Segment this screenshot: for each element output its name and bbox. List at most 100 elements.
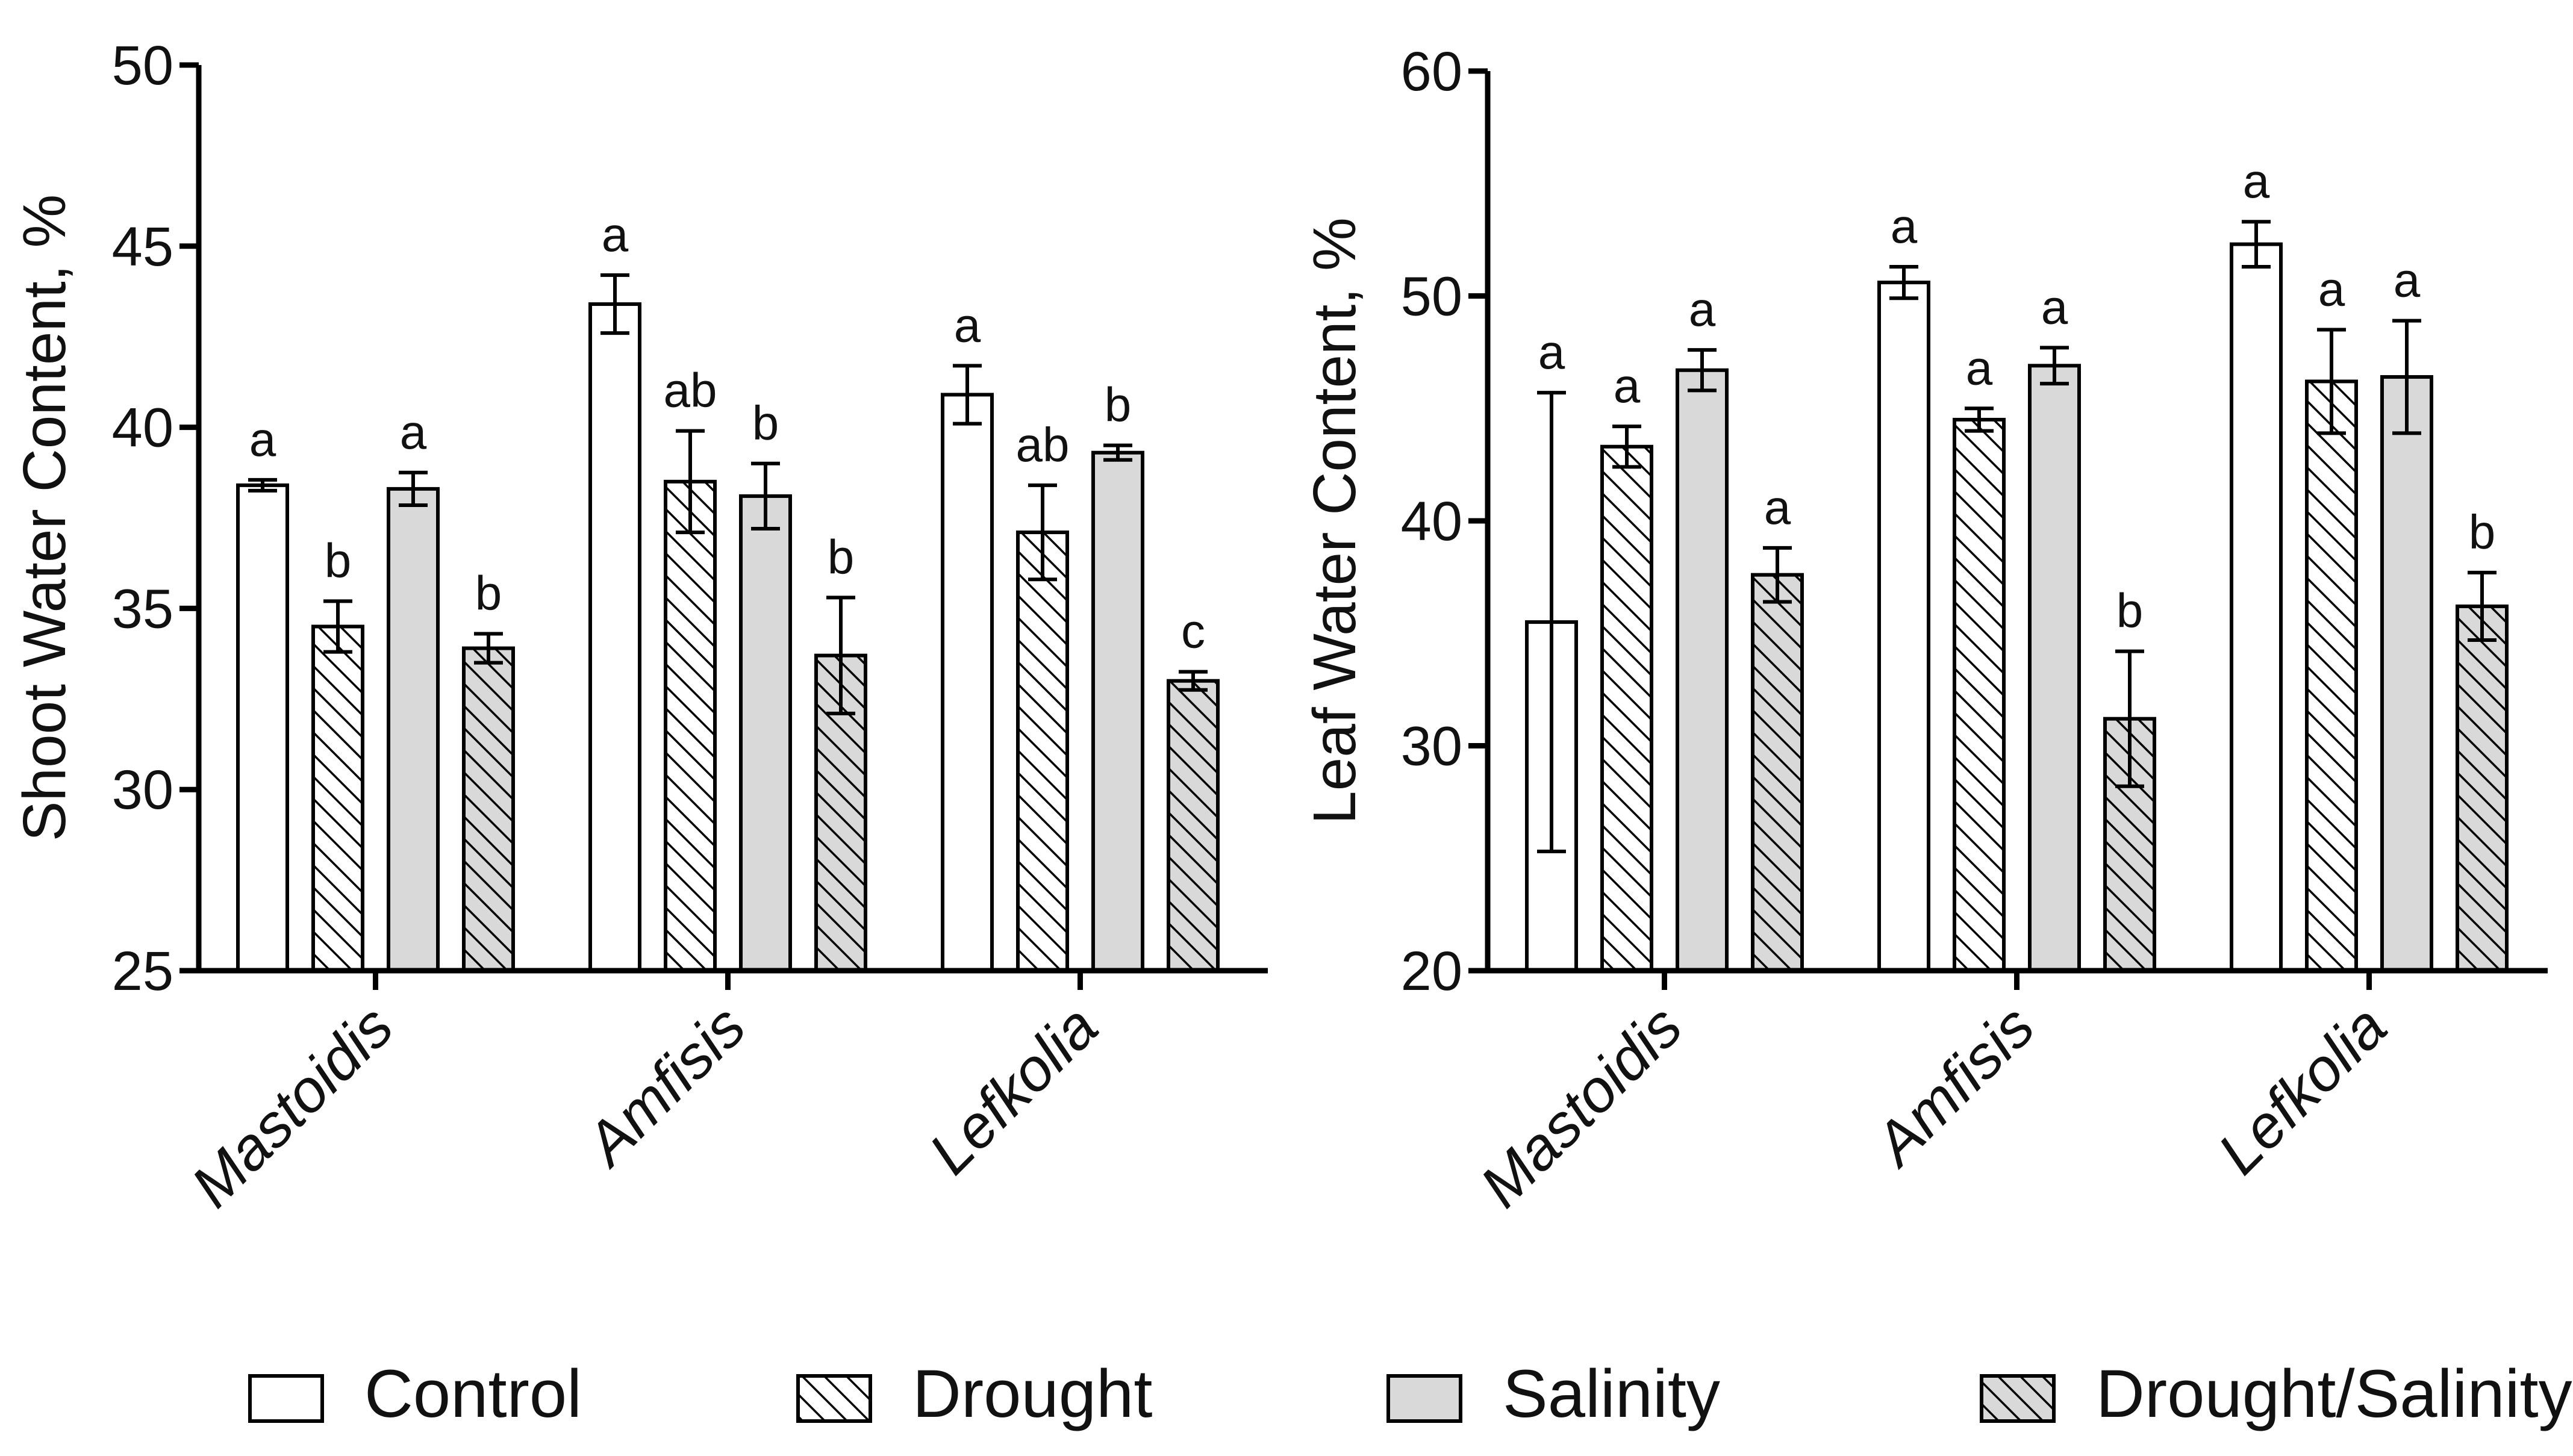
legend-label-drought: Drought <box>912 1356 1152 1431</box>
leaf-bar-drought-salinity-lefkolia <box>2456 604 2509 972</box>
leaf-bar-drought-mastoidis <box>1600 444 1653 972</box>
leaf-significance-letter: b <box>2116 584 2144 638</box>
leaf-error-bar <box>1688 348 1717 393</box>
shoot-error-bar <box>1179 670 1208 692</box>
leaf-bar-salinity-lefkolia <box>2380 375 2433 972</box>
leaf-category-label-amfisis: Amfisis <box>1860 992 2047 1180</box>
leaf-bar-drought-amfisis <box>1953 417 2006 972</box>
shoot-error-bar <box>751 461 780 531</box>
leaf-error-bar <box>2317 328 2346 435</box>
shoot-significance-letter: b <box>752 396 779 450</box>
leaf-significance-letter: a <box>2394 254 2421 307</box>
legend-label-drought-salinity: Drought/Salinity <box>2096 1356 2572 1431</box>
leaf-significance-letter: a <box>1966 341 1993 394</box>
leaf-significance-letter: a <box>1764 481 1791 534</box>
leaf-error-bar <box>1612 425 1641 469</box>
shoot-y-tick-label: 35 <box>112 578 173 639</box>
leaf-error-bar <box>1889 264 1918 300</box>
shoot-y-tick-label: 25 <box>112 941 173 1002</box>
leaf-significance-letter: a <box>2318 263 2345 316</box>
shoot-y-tick-label: 50 <box>112 35 173 96</box>
leaf-bar-control-lefkolia <box>2230 242 2283 973</box>
leaf-error-bar <box>2115 649 2144 788</box>
leaf-category-label-lefkolia: Lefkolia <box>2205 992 2400 1187</box>
shoot-bar-drought-amfisis <box>664 479 717 972</box>
shoot-significance-letter: ab <box>664 364 717 417</box>
leaf-significance-letter: a <box>1614 359 1641 412</box>
shoot-significance-letter: a <box>602 208 629 261</box>
shoot-bar-control-mastoidis <box>236 483 289 972</box>
shoot-error-bar <box>676 429 705 535</box>
shoot-significance-letter: a <box>954 298 981 352</box>
leaf-error-bar <box>1965 406 1994 433</box>
leaf-error-bar <box>2468 570 2497 642</box>
shoot-error-bar <box>600 273 629 335</box>
shoot-bar-salinity-lefkolia <box>1091 450 1144 972</box>
leaf-significance-letter: a <box>1891 199 1918 253</box>
shoot-category-label-amfisis: Amfisis <box>571 992 758 1180</box>
legend-label-control: Control <box>364 1356 582 1431</box>
shoot-error-bar <box>474 632 503 665</box>
legend-swatch-control <box>248 1374 324 1423</box>
leaf-error-bar <box>1763 546 1792 604</box>
shoot-significance-letter: c <box>1181 605 1205 658</box>
leaf-significance-letter: b <box>2469 505 2496 559</box>
leaf-bar-drought-salinity-mastoidis <box>1751 573 1804 972</box>
shoot-category-label-lefkolia: Lefkolia <box>916 992 1111 1187</box>
shoot-y-axis-title: Shoot Water Content, % <box>11 194 78 842</box>
shoot-error-bar <box>399 470 428 507</box>
shoot-error-bar <box>826 596 855 715</box>
shoot-bar-drought-mastoidis <box>311 624 364 972</box>
leaf-error-bar <box>2040 346 2069 386</box>
shoot-significance-letter: b <box>475 567 502 620</box>
shoot-bar-salinity-mastoidis <box>387 487 440 972</box>
leaf-bar-control-amfisis <box>1877 281 1930 973</box>
leaf-y-tick-label: 50 <box>1401 266 1462 328</box>
legend-swatch-drought-salinity <box>1980 1374 2056 1423</box>
leaf-significance-letter: a <box>2243 154 2270 208</box>
leaf-error-bar <box>1537 391 1566 854</box>
shoot-error-bar <box>953 364 982 426</box>
shoot-y-tick-label: 30 <box>112 759 173 821</box>
shoot-category-label-mastoidis: Mastoidis <box>178 992 406 1220</box>
leaf-bar-salinity-amfisis <box>2028 364 2081 972</box>
leaf-error-bar <box>2392 319 2421 435</box>
shoot-significance-letter: ab <box>1016 418 1070 471</box>
shoot-error-bar <box>1028 483 1057 582</box>
leaf-significance-letter: a <box>2041 280 2068 334</box>
shoot-significance-letter: a <box>249 412 276 466</box>
shoot-bar-drought-salinity-lefkolia <box>1167 679 1220 972</box>
shoot-error-bar <box>1103 443 1132 462</box>
shoot-significance-letter: b <box>1105 378 1132 432</box>
legend-swatch-salinity <box>1386 1374 1462 1423</box>
leaf-y-tick-label: 40 <box>1401 491 1462 552</box>
leaf-significance-letter: a <box>1538 325 1565 379</box>
leaf-y-tick-label: 60 <box>1401 41 1462 102</box>
leaf-y-tick-label: 30 <box>1401 716 1462 777</box>
shoot-error-bar <box>248 478 277 493</box>
shoot-bar-drought-lefkolia <box>1016 530 1069 972</box>
leaf-bar-salinity-mastoidis <box>1676 368 1729 972</box>
legend-label-salinity: Salinity <box>1503 1356 1720 1431</box>
legend-swatch-drought <box>796 1374 872 1423</box>
shoot-significance-letter: b <box>325 534 352 587</box>
shoot-bar-control-lefkolia <box>941 393 994 972</box>
leaf-y-axis-title: Leaf Water Content, % <box>1301 217 1368 824</box>
shoot-significance-letter: b <box>828 530 855 583</box>
leaf-bar-drought-lefkolia <box>2305 379 2358 972</box>
shoot-y-tick-label: 40 <box>112 397 173 459</box>
legend: Control Drought Salinity Drought/Salinity <box>248 1356 2572 1431</box>
leaf-significance-letter: a <box>1689 282 1716 336</box>
leaf-error-bar <box>2242 220 2271 269</box>
shoot-bar-control-amfisis <box>588 302 641 972</box>
shoot-significance-letter: a <box>400 405 427 459</box>
shoot-y-tick-label: 45 <box>112 216 173 278</box>
shoot-bar-drought-salinity-mastoidis <box>462 646 515 973</box>
shoot-bar-salinity-amfisis <box>739 494 792 972</box>
leaf-y-tick-label: 20 <box>1401 941 1462 1002</box>
leaf-category-label-mastoidis: Mastoidis <box>1467 992 1695 1220</box>
shoot-error-bar <box>323 599 352 654</box>
